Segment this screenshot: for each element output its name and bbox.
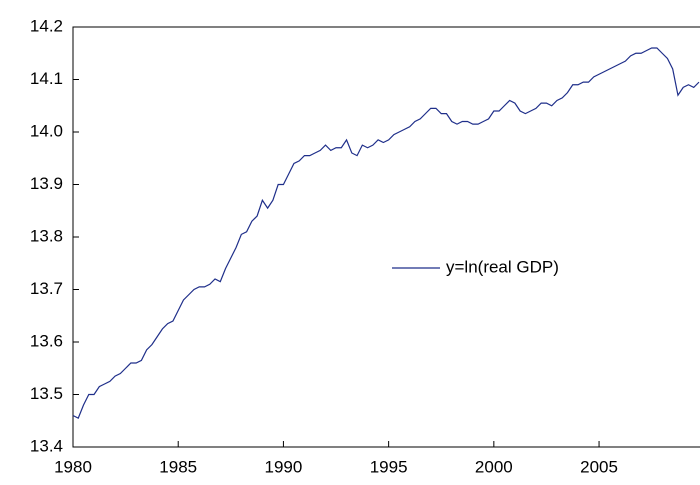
y-tick-label: 13.9 (30, 174, 63, 193)
plot-frame (72, 26, 700, 448)
y-tick-label: 13.7 (30, 279, 63, 298)
x-tick-label: 2005 (580, 457, 618, 476)
y-tick-label: 14.2 (30, 16, 63, 35)
x-tick-label: 1995 (370, 457, 408, 476)
y-tick-label: 14.1 (30, 69, 63, 88)
x-tick-label: 1990 (265, 457, 303, 476)
x-tick-label: 1980 (54, 457, 92, 476)
x-tick-label: 1985 (159, 457, 197, 476)
y-tick-label: 13.5 (30, 384, 63, 403)
y-tick-label: 13.8 (30, 226, 63, 245)
x-tick-label: 2000 (475, 457, 513, 476)
y-tick-label: 13.6 (30, 331, 63, 350)
y-tick-label: 13.4 (30, 436, 63, 455)
data-line (72, 47, 700, 419)
y-tick-label: 14.0 (30, 121, 63, 140)
legend-label: y=ln(real GDP) (446, 257, 559, 276)
